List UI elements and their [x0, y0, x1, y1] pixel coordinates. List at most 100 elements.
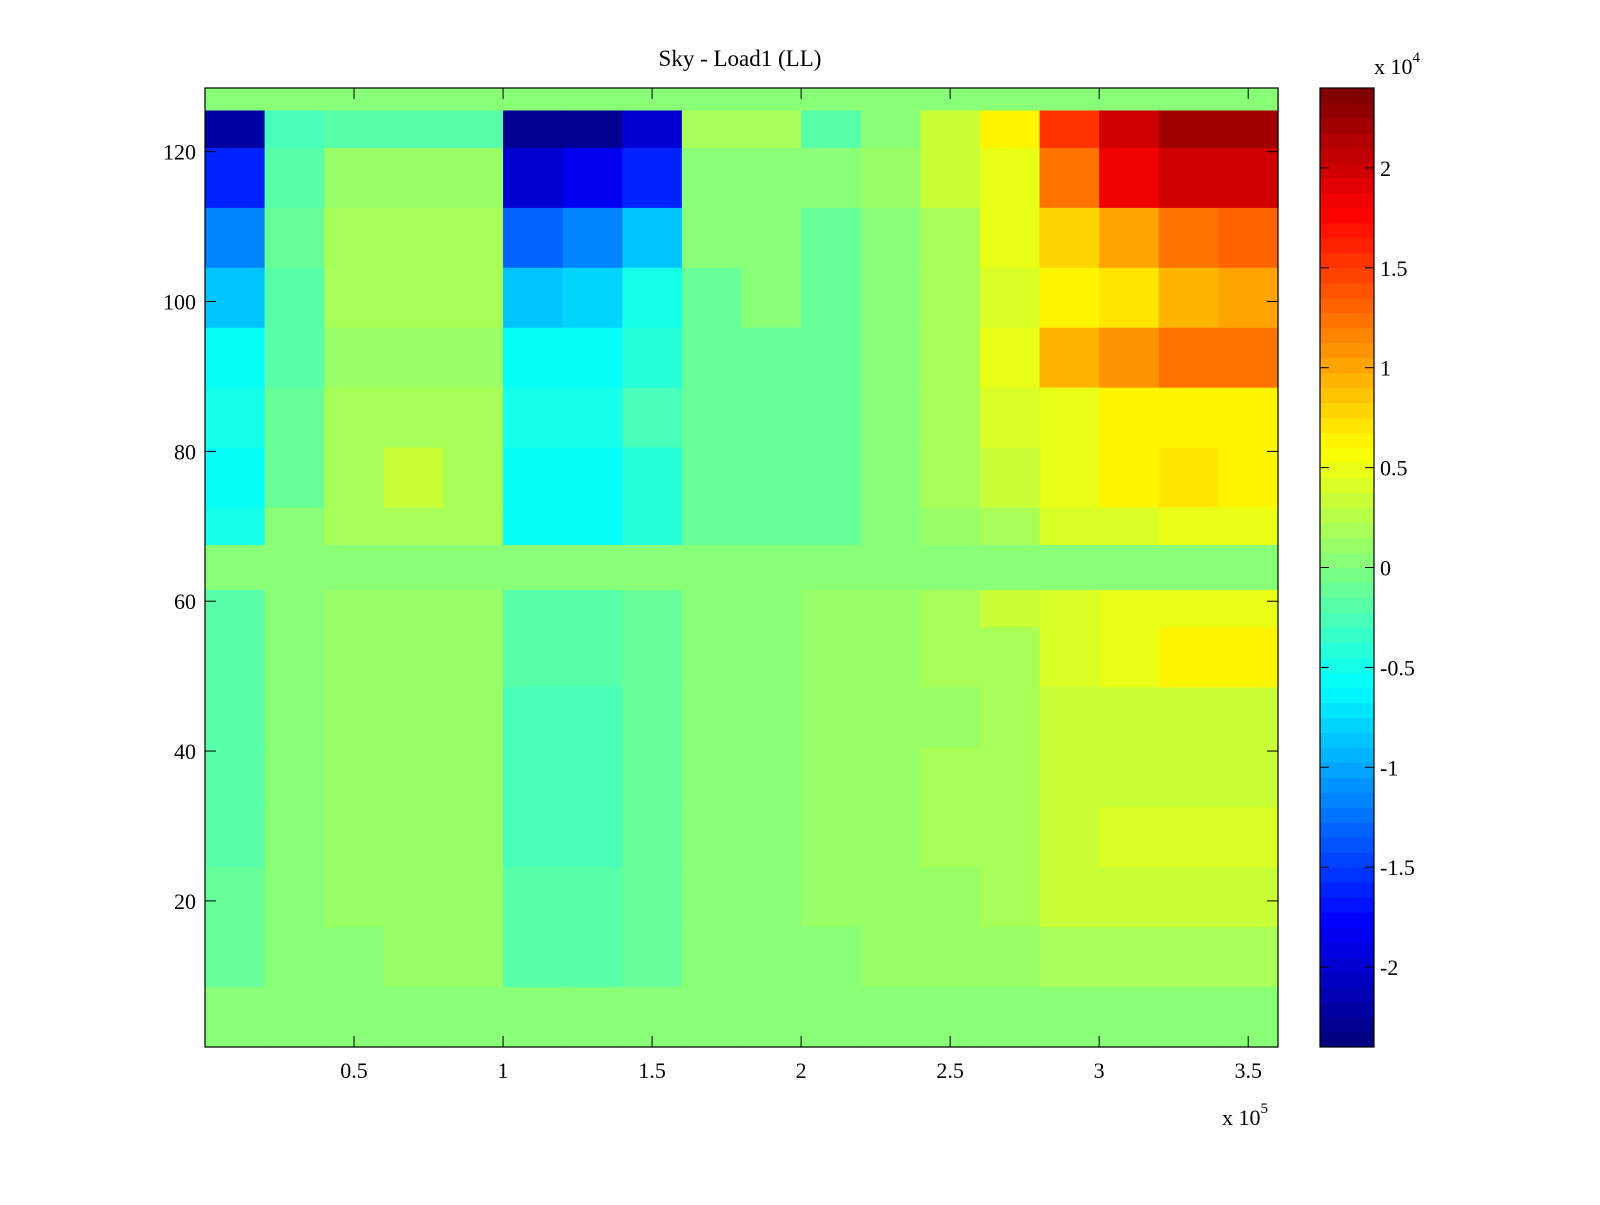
colorbar-segment	[1320, 402, 1374, 419]
heatmap-cell	[681, 807, 743, 868]
heatmap-cell	[860, 627, 921, 688]
x-tick-label: 2.5	[936, 1058, 964, 1083]
colorbar-segment	[1320, 957, 1374, 973]
heatmap-cell	[264, 147, 325, 209]
heatmap-cell	[562, 747, 623, 808]
heatmap-cell	[681, 447, 743, 509]
heatmap-cell	[741, 687, 802, 748]
heatmap-cell	[979, 147, 1041, 209]
colorbar-segment	[1320, 132, 1374, 149]
heatmap-cell	[1099, 627, 1160, 688]
colorbar	[1320, 88, 1374, 1048]
heatmap-cell	[1039, 627, 1100, 688]
colorbar-segment	[1320, 582, 1374, 598]
heatmap-cell	[383, 867, 445, 928]
heatmap-cell	[622, 627, 683, 688]
heatmap-cell	[860, 207, 921, 269]
heatmap-cell	[324, 687, 385, 748]
colorbar-segment	[1320, 267, 1374, 284]
heatmap-cell	[741, 867, 802, 928]
heatmap-cell	[979, 627, 1041, 688]
colorbar-segment	[1320, 342, 1374, 359]
heatmap-cell	[1099, 267, 1160, 329]
heatmap-cell	[205, 747, 266, 808]
heatmap-cell	[741, 387, 802, 449]
heatmap-cell	[443, 267, 504, 329]
heatmap-cell	[562, 687, 623, 748]
heatmap-cell	[383, 447, 445, 509]
heatmap-cell	[741, 267, 802, 329]
heatmap-cell	[1218, 447, 1279, 509]
colorbar-tick-label: -2	[1380, 955, 1398, 980]
heatmap-cell	[1218, 147, 1279, 209]
heatmap-cell	[503, 267, 564, 329]
heatmap-cell	[383, 927, 445, 988]
heatmap-cell	[1158, 927, 1219, 988]
y-tick-label: 100	[163, 290, 196, 315]
heatmap-cell	[622, 447, 683, 509]
heatmap-cell	[383, 267, 445, 329]
y-tick-label: 80	[174, 439, 196, 464]
heatmap-cell	[1099, 867, 1160, 928]
heatmap-cell	[1218, 327, 1279, 389]
heatmap-cell	[562, 627, 623, 688]
heatmap-cell	[1039, 207, 1100, 269]
colorbar-segment	[1320, 372, 1374, 389]
heatmap-cell	[860, 387, 921, 449]
colorbar-segment	[1320, 912, 1374, 928]
heatmap-cell	[205, 207, 266, 269]
colorbar-tick-label: -0.5	[1380, 655, 1415, 680]
heatmap-cell	[681, 147, 743, 209]
axes: 0.5 1 1.5 2 2.5 3 3.520406080100120-2-1.5-1-0.…	[163, 88, 1415, 1083]
x-multiplier-exp: 5	[1261, 1101, 1269, 1117]
x-tick-label: 1	[498, 1058, 509, 1083]
heatmap-cell	[1039, 747, 1100, 808]
heatmap-cell	[741, 147, 802, 209]
heatmap-cell	[860, 687, 921, 748]
heatmap-cell	[741, 747, 802, 808]
plot-frame	[204, 87, 1279, 1048]
heatmap-cell	[264, 927, 325, 988]
heatmap-cell	[741, 447, 802, 509]
heatmap-cell	[920, 687, 981, 748]
heatmap-cell	[801, 207, 862, 269]
heatmap-cell	[622, 807, 683, 868]
heatmap-cell	[1218, 207, 1279, 269]
heatmap-cell	[1218, 267, 1279, 329]
heatmap-cell	[681, 387, 743, 449]
heatmap-cell	[1218, 387, 1279, 449]
heatmap-cell	[324, 807, 385, 868]
colorbar-segment	[1320, 612, 1374, 628]
heatmap-cell	[383, 687, 445, 748]
heatmap-cell	[1218, 807, 1279, 868]
heatmap-cell	[324, 147, 385, 209]
heatmap-cell	[681, 207, 743, 269]
heatmap-cell	[324, 447, 385, 509]
colorbar-segment	[1320, 717, 1374, 733]
heatmap-cell	[383, 807, 445, 868]
heatmap-cell	[383, 627, 445, 688]
colorbar-segment	[1320, 207, 1374, 224]
x-multiplier: x 105	[1222, 1101, 1268, 1130]
heatmap-cell	[801, 147, 862, 209]
colorbar-segment	[1320, 192, 1374, 209]
heatmap-cell	[979, 687, 1041, 748]
heatmap-cell	[622, 267, 683, 329]
heatmap-cell	[1099, 927, 1160, 988]
heatmap-cell	[503, 867, 564, 928]
heatmap-cell	[1218, 927, 1279, 988]
colorbar-tick-label: 1	[1380, 356, 1391, 381]
colorbar-multiplier: x 104	[1374, 50, 1421, 79]
heatmap-cell	[801, 867, 862, 928]
heatmap-cell	[1039, 927, 1100, 988]
heatmap-cell	[801, 327, 862, 389]
heatmap-cell	[1039, 447, 1100, 509]
colorbar-segment	[1320, 88, 1374, 104]
colorbar-segment	[1320, 357, 1374, 374]
chart-title: Sky - Load1 (LL)	[659, 46, 822, 71]
colorbar-segment	[1320, 972, 1374, 988]
heatmap-cell	[920, 867, 981, 928]
heatmap-cell	[1158, 447, 1219, 509]
heatmap-cell	[1099, 147, 1160, 209]
heatmap-cell	[920, 747, 981, 808]
